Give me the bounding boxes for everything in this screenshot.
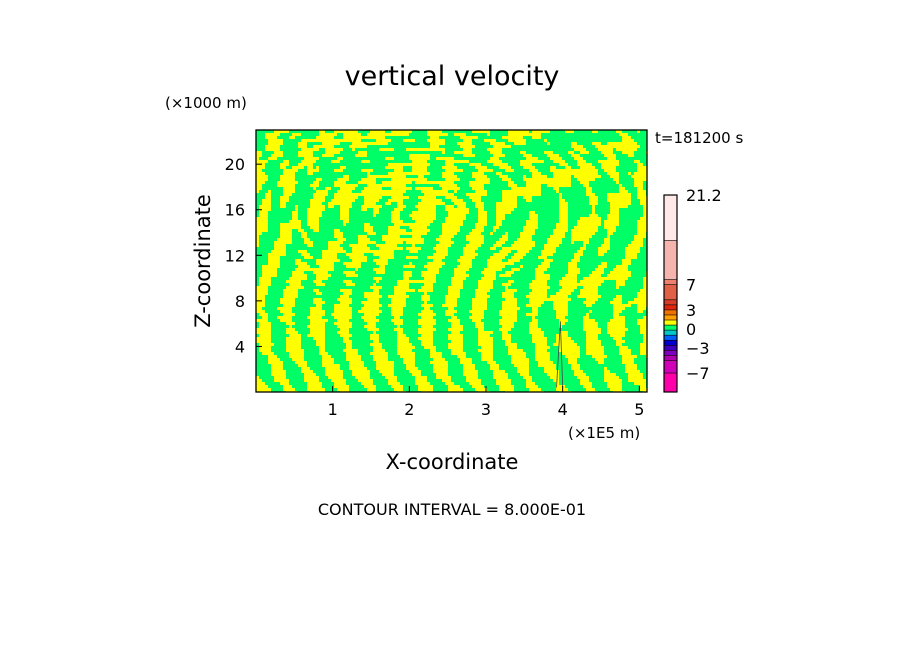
plot-frame <box>255 129 648 393</box>
x-tick-label: 4 <box>558 400 568 419</box>
colorbar-level <box>664 360 677 374</box>
y-axis-title: Z-coordinate <box>191 194 215 328</box>
y-tick-label: 20 <box>225 155 245 174</box>
colorbar-frame <box>663 194 678 393</box>
y-tick-label: 12 <box>225 246 245 265</box>
chart-title: vertical velocity <box>345 61 560 92</box>
x-tick-label: 2 <box>404 400 414 419</box>
colorbar-level <box>664 340 677 346</box>
colorbar-label: 0 <box>686 320 696 339</box>
colorbar-level <box>664 240 677 280</box>
colorbar-level <box>664 335 677 341</box>
colorbar-level <box>664 279 677 285</box>
y-tick-label: 4 <box>235 337 245 356</box>
colorbar-labels: 21.2 7 30−3 −7 <box>686 186 722 383</box>
colorbar <box>664 194 677 392</box>
x-unit-label: (×1E5 m) <box>568 424 640 442</box>
y-tick-label: 8 <box>235 292 245 311</box>
colorbar-level <box>664 325 677 331</box>
x-tick-label: 1 <box>328 400 338 419</box>
colorbar-level <box>664 304 677 310</box>
contour-interval-label: CONTOUR INTERVAL = 8.000E-01 <box>318 500 586 519</box>
colorbar-level <box>664 320 677 326</box>
colorbar-label: −3 <box>686 339 710 358</box>
colorbar-level <box>664 373 677 392</box>
x-axis-title: X-coordinate <box>386 450 519 474</box>
y-axis: 4 8 12 16 20 <box>225 155 262 356</box>
x-tick-label: 5 <box>634 400 644 419</box>
x-axis: 1 2 3 4 5 <box>328 386 644 419</box>
colorbar-label: 3 <box>686 301 696 320</box>
colorbar-level <box>664 309 677 315</box>
x-tick-label: 3 <box>481 400 491 419</box>
colorbar-level <box>664 330 677 336</box>
time-label: t=181200 s <box>655 129 743 147</box>
colorbar-level <box>664 345 677 351</box>
velocity-field <box>256 130 647 392</box>
colorbar-level <box>664 314 677 321</box>
y-unit-label: (×1000 m) <box>165 94 247 112</box>
field-positive-region <box>256 130 647 392</box>
field-plume <box>556 321 564 388</box>
colorbar-level <box>664 350 677 356</box>
y-tick-label: 16 <box>225 201 245 220</box>
colorbar-level <box>664 195 677 241</box>
colorbar-label: 21.2 <box>686 186 722 205</box>
colorbar-level <box>664 284 677 300</box>
colorbar-label: −7 <box>686 364 710 383</box>
colorbar-level <box>664 355 677 361</box>
colorbar-level <box>664 299 677 305</box>
colorbar-label: 7 <box>686 276 696 295</box>
